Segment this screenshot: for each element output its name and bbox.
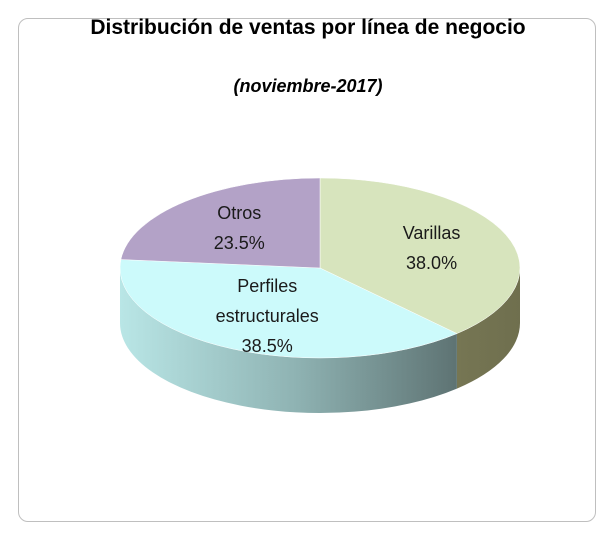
slice [120, 177, 321, 269]
chart-title: Distribución de ventas por línea de nego… [90, 16, 526, 39]
label-value: 38.5% [241, 336, 293, 357]
data-label: Perfiles estructurales 38.5% [192, 271, 342, 361]
label-category: Otros [217, 203, 262, 224]
label-category: Varillas [402, 223, 461, 244]
slice-side [456, 268, 520, 389]
label-value: 38.0% [406, 253, 458, 274]
slice [319, 177, 521, 334]
slice-side [120, 268, 457, 414]
data-label: Otros 23.5% [164, 198, 314, 258]
slice [119, 259, 458, 359]
data-label: Varillas 38.0% [357, 218, 507, 278]
label-value: 23.5% [213, 233, 265, 254]
chart-subtitle: (noviembre-2017) [233, 76, 383, 96]
chart-frame [18, 18, 596, 522]
label-category: Perfiles estructurales [215, 276, 319, 327]
